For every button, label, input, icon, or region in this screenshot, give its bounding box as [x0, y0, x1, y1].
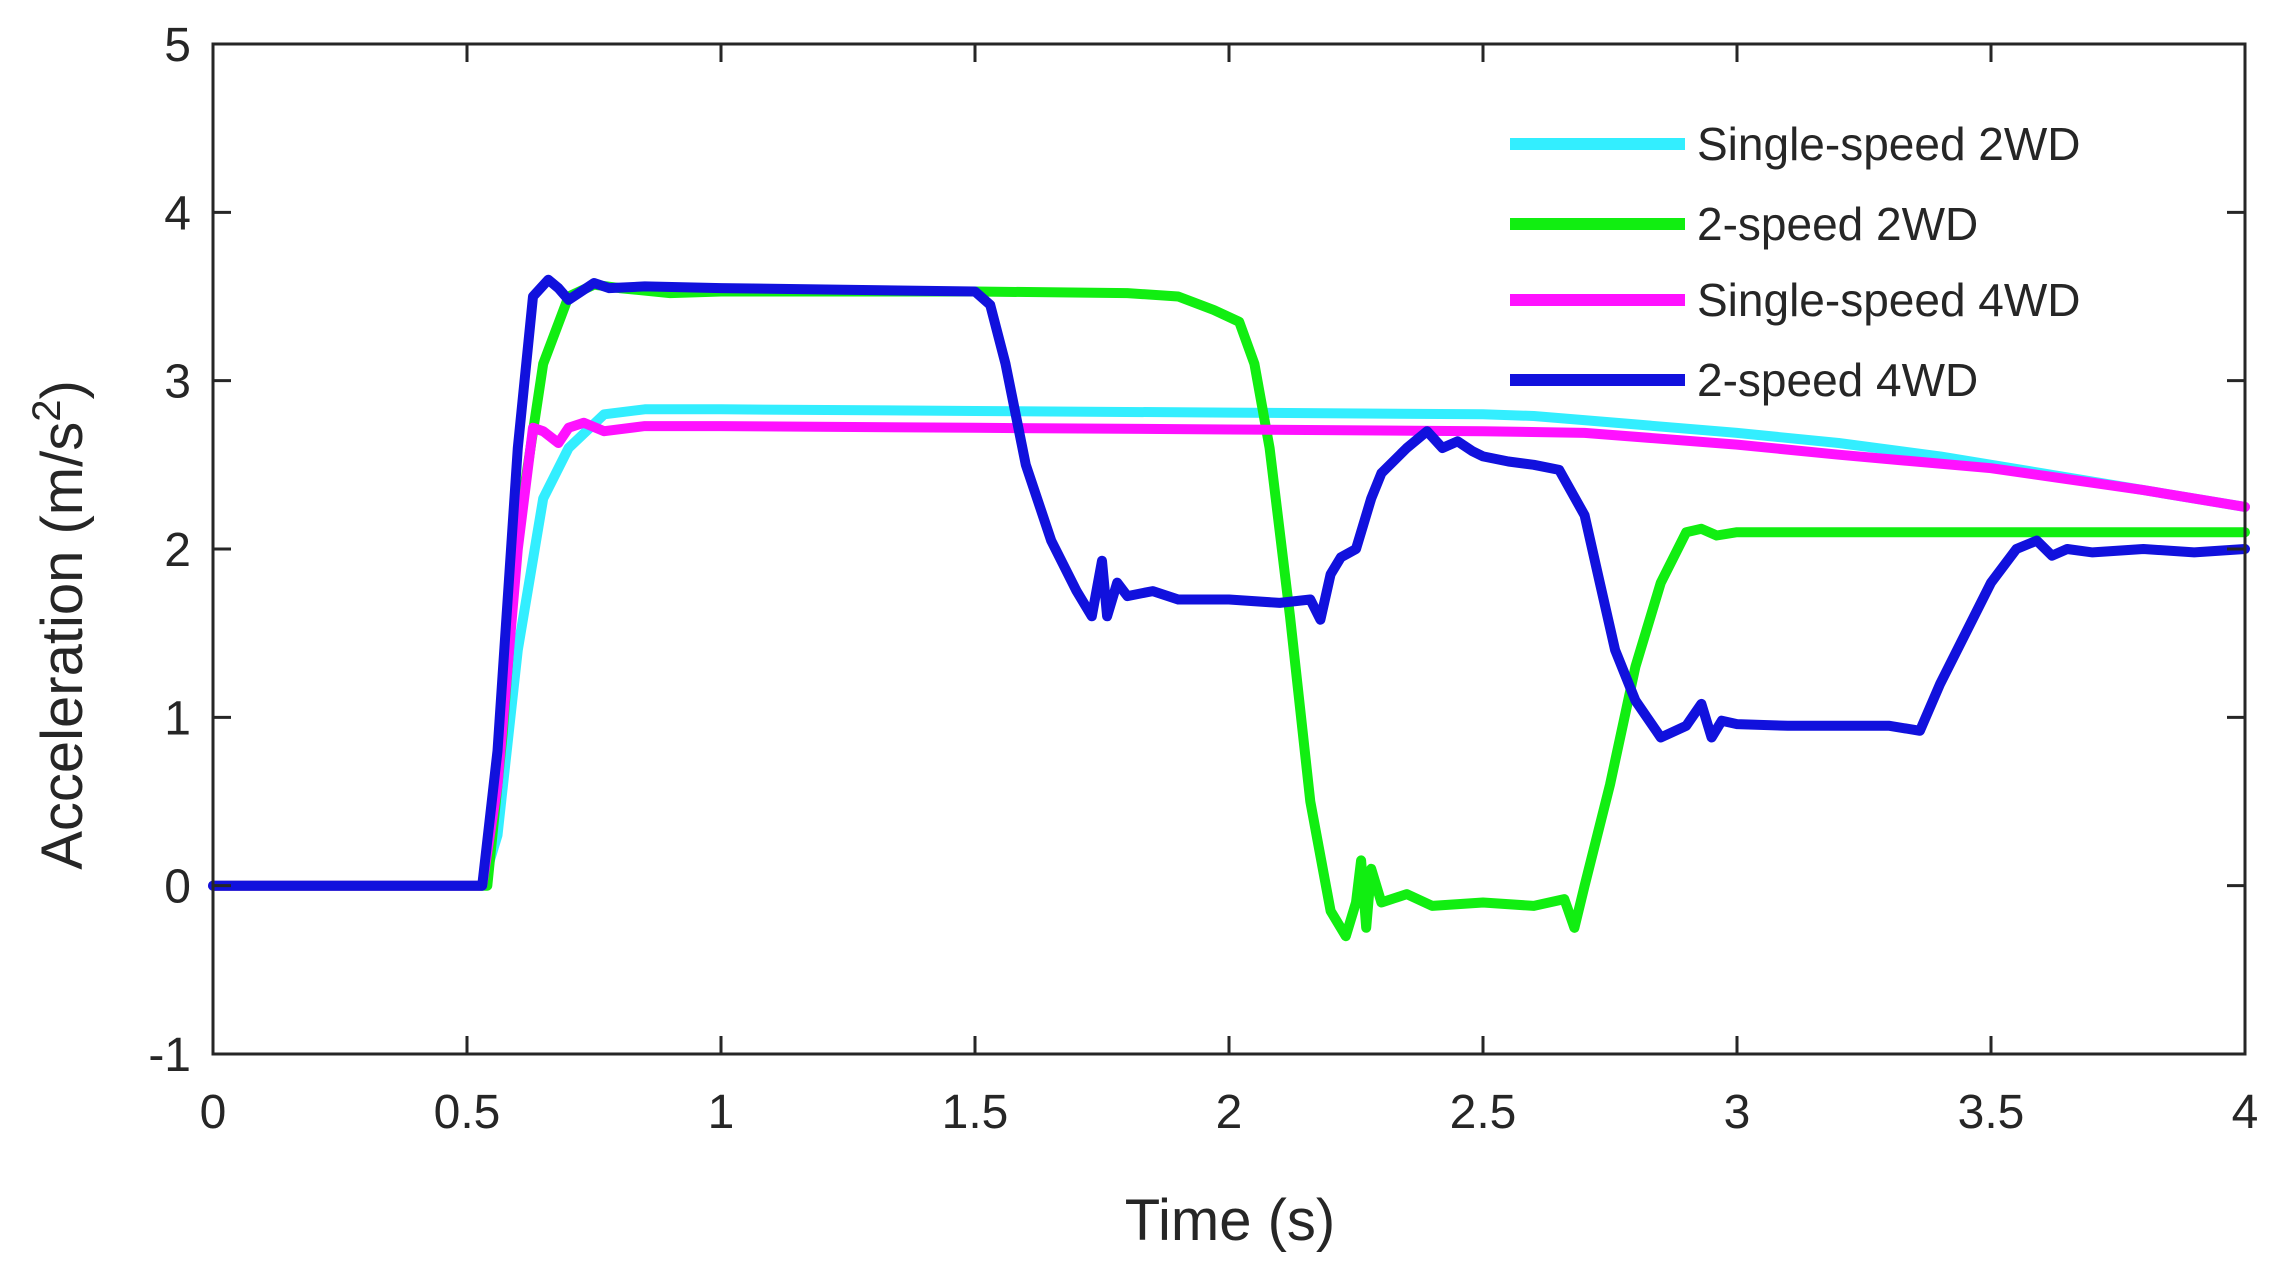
x-tick-label: 0.5 [434, 1086, 501, 1139]
y-tick-label: 4 [164, 187, 191, 240]
x-axis-title: Time (s) [1125, 1188, 1335, 1253]
series-line-2-speed-4wd [208, 274, 2250, 891]
legend-label-2-speed-4wd: 2-speed 4WD [1697, 354, 1978, 406]
x-tick-label: 1 [708, 1086, 735, 1139]
legend-label-single-speed-2wd: Single-speed 2WD [1697, 118, 2081, 170]
x-tick-label: 4 [2232, 1086, 2259, 1139]
y-tick-label: 0 [164, 861, 191, 914]
y-tick-label: 3 [164, 356, 191, 409]
legend-label-single-speed-4wd: Single-speed 4WD [1697, 274, 2081, 326]
series-line-single-speed-4wd [208, 417, 2250, 891]
legend: Single-speed 2WD 2-speed 2WD Single-spee… [1510, 118, 2081, 406]
x-tick-label: 1.5 [942, 1086, 1009, 1139]
legend-label-2-speed-2wd: 2-speed 2WD [1697, 198, 1978, 250]
x-tick-label: 0 [200, 1086, 227, 1139]
series-line-single-speed-2wd [208, 404, 2250, 891]
y-tick-label: 2 [164, 524, 191, 577]
x-tick-label: 3.5 [1958, 1086, 2025, 1139]
y-tick-label: 5 [164, 19, 191, 72]
y-axis-title-main: Acceleration (m/s [30, 422, 95, 870]
y-tick-label: -1 [148, 1029, 191, 1082]
y-axis-title-superscript: 2 [25, 400, 69, 422]
y-tick-label: 1 [164, 692, 191, 745]
y-axis-title-end: ) [30, 380, 95, 399]
x-tick-label: 2.5 [1450, 1086, 1517, 1139]
y-axis-title: Acceleration (m/s2) [25, 380, 95, 870]
x-tick-label: 2 [1216, 1086, 1243, 1139]
x-tick-label: 3 [1724, 1086, 1751, 1139]
series-layer [208, 274, 2250, 942]
